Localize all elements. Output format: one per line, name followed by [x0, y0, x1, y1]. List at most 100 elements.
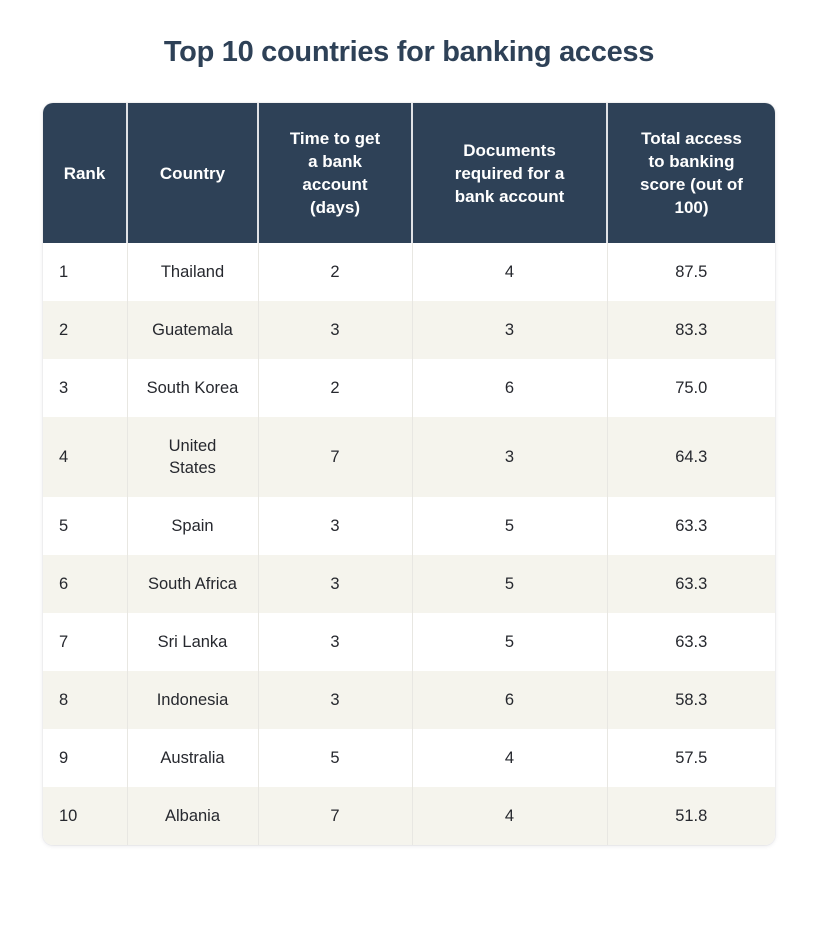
country-value: Guatemala: [152, 321, 233, 339]
table-row: 10 Albania 7 4 51.8: [43, 787, 775, 845]
score-value: 64.3: [675, 448, 708, 466]
documents-value: 4: [504, 807, 515, 825]
table-header: Rank Country Time to get a bank account …: [43, 103, 775, 243]
documents-value: 5: [504, 575, 515, 593]
score-value: 87.5: [675, 263, 708, 281]
rank-cell: 4: [43, 417, 127, 497]
country-value: United States: [168, 437, 217, 477]
country-cell: Thailand: [126, 243, 258, 301]
documents-cell: 3: [411, 417, 607, 497]
rank-cell: 7: [43, 613, 127, 671]
score-value: 51.8: [675, 807, 708, 825]
rank-cell: 6: [43, 555, 127, 613]
time-value: 3: [330, 691, 340, 709]
rank-value: 10: [59, 807, 78, 825]
rank-value: 7: [59, 633, 69, 651]
table-row: 8 Indonesia 3 6 58.3: [43, 671, 775, 729]
documents-value: 5: [504, 633, 515, 651]
rank-cell: 5: [43, 497, 127, 555]
country-value: Australia: [160, 749, 225, 767]
documents-cell: 4: [411, 787, 607, 845]
column-header-rank-label: Rank: [63, 163, 106, 183]
rank-cell: 1: [43, 243, 127, 301]
column-header-documents-label: Documents required for a bank account: [454, 140, 565, 206]
rank-value: 4: [59, 448, 69, 466]
table-row: 2 Guatemala 3 3 83.3: [43, 301, 775, 359]
score-cell: 63.3: [606, 555, 775, 613]
documents-cell: 5: [411, 555, 607, 613]
rank-cell: 10: [43, 787, 127, 845]
rank-value: 1: [59, 263, 69, 281]
rank-cell: 2: [43, 301, 127, 359]
documents-cell: 5: [411, 497, 607, 555]
country-cell: United States: [126, 417, 258, 497]
country-cell: Sri Lanka: [126, 613, 258, 671]
score-value: 83.3: [675, 321, 708, 339]
documents-value: 4: [504, 263, 515, 281]
score-cell: 64.3: [606, 417, 775, 497]
time-value: 7: [330, 807, 340, 825]
time-value: 7: [330, 448, 340, 466]
score-value: 58.3: [675, 691, 708, 709]
rank-value: 6: [59, 575, 69, 593]
table-body: 1 Thailand 2 4 87.5 2 Guatemala 3 3 83.3…: [43, 243, 775, 845]
column-header-country: Country: [126, 103, 258, 243]
score-cell: 63.3: [606, 613, 775, 671]
rank-value: 2: [59, 321, 69, 339]
time-value: 3: [330, 575, 340, 593]
rank-cell: 8: [43, 671, 127, 729]
score-cell: 83.3: [606, 301, 775, 359]
country-cell: Australia: [126, 729, 258, 787]
rank-cell: 3: [43, 359, 127, 417]
table-row: 6 South Africa 3 5 63.3: [43, 555, 775, 613]
time-cell: 7: [257, 417, 412, 497]
time-cell: 3: [257, 613, 412, 671]
header-row: Rank Country Time to get a bank account …: [43, 103, 775, 243]
country-value: Indonesia: [156, 691, 229, 709]
score-value: 57.5: [675, 749, 708, 767]
column-header-score-label: Total access to banking score (out of 10…: [640, 129, 743, 217]
table-row: 3 South Korea 2 6 75.0: [43, 359, 775, 417]
time-cell: 3: [257, 497, 412, 555]
documents-cell: 3: [411, 301, 607, 359]
column-header-country-label: Country: [159, 163, 226, 183]
documents-cell: 5: [411, 613, 607, 671]
time-cell: 5: [257, 729, 412, 787]
column-header-time: Time to get a bank account (days): [257, 103, 412, 243]
documents-cell: 6: [411, 359, 607, 417]
time-value: 3: [330, 517, 340, 535]
country-value: South Korea: [146, 379, 239, 397]
table-row: 9 Australia 5 4 57.5: [43, 729, 775, 787]
score-cell: 58.3: [606, 671, 775, 729]
table-row: 1 Thailand 2 4 87.5: [43, 243, 775, 301]
table-row: 5 Spain 3 5 63.3: [43, 497, 775, 555]
time-value: 3: [330, 321, 340, 339]
country-cell: South Africa: [126, 555, 258, 613]
time-cell: 3: [257, 301, 412, 359]
documents-cell: 6: [411, 671, 607, 729]
score-value: 75.0: [675, 379, 708, 397]
rank-value: 3: [59, 379, 69, 397]
score-value: 63.3: [675, 517, 708, 535]
time-cell: 3: [257, 671, 412, 729]
score-cell: 63.3: [606, 497, 775, 555]
country-cell: Albania: [126, 787, 258, 845]
rank-value: 9: [59, 749, 69, 767]
documents-value: 4: [504, 749, 515, 767]
column-header-time-label: Time to get a bank account (days): [289, 129, 381, 217]
documents-value: 6: [504, 379, 515, 397]
score-value: 63.3: [675, 633, 708, 651]
rank-cell: 9: [43, 729, 127, 787]
documents-value: 3: [504, 448, 515, 466]
time-value: 3: [330, 633, 340, 651]
documents-value: 5: [504, 517, 515, 535]
time-cell: 3: [257, 555, 412, 613]
score-cell: 57.5: [606, 729, 775, 787]
country-value: Thailand: [160, 263, 225, 281]
rank-value: 8: [59, 691, 69, 709]
country-cell: Guatemala: [126, 301, 258, 359]
country-cell: Indonesia: [126, 671, 258, 729]
country-value: Albania: [164, 807, 221, 825]
time-cell: 7: [257, 787, 412, 845]
